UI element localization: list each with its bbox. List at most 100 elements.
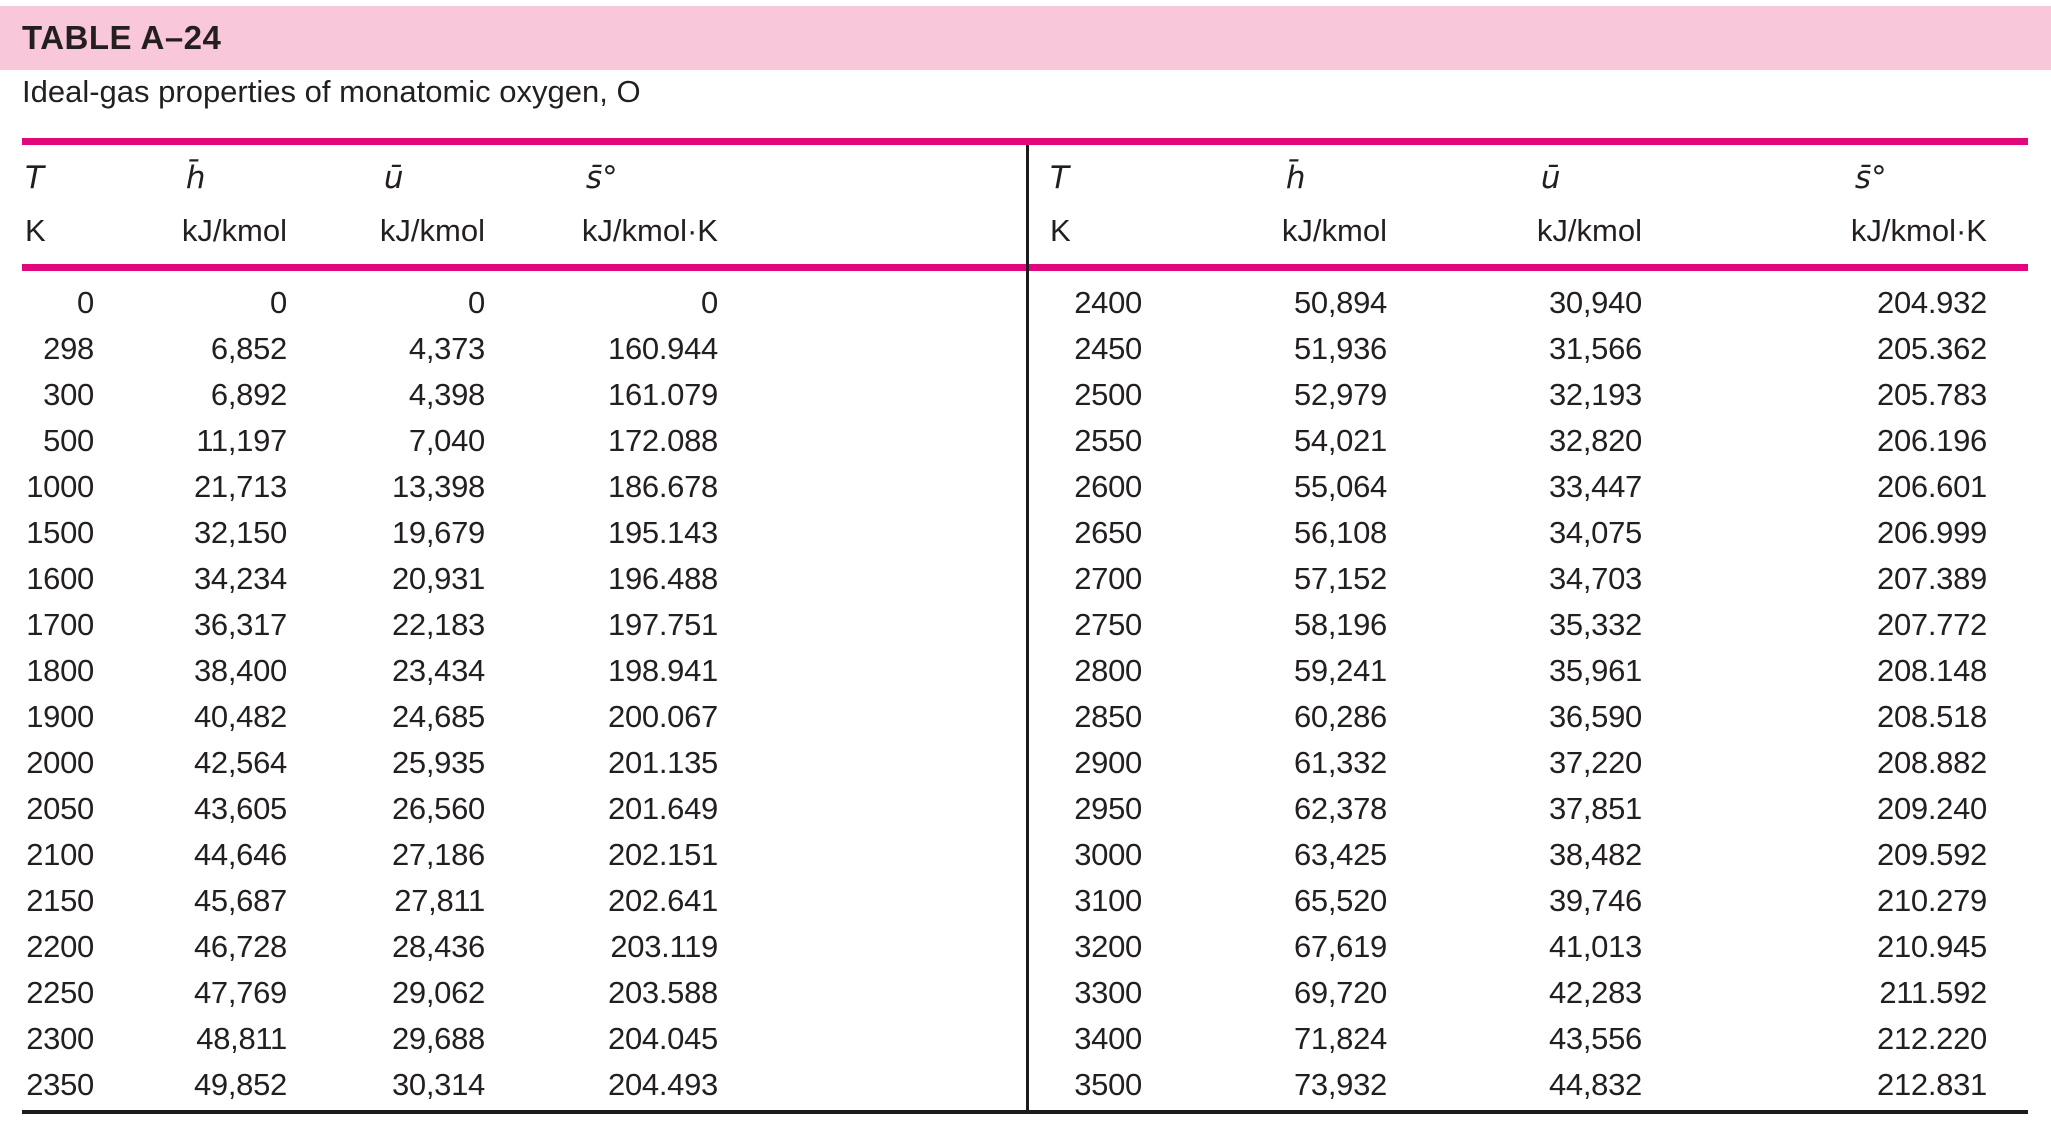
table-row: 2650 56,108 34,075 206.999 <box>1047 510 2028 556</box>
internal-energy-symbol: ū <box>1540 160 1561 196</box>
cell: 204.932 <box>1877 285 1987 320</box>
filler-cell <box>1987 556 2028 602</box>
table-row: 2300 48,811 29,688 204.045 <box>22 1016 1026 1062</box>
cell: 1500 <box>26 515 94 550</box>
cell: 2100 <box>26 837 94 872</box>
cell: 13,398 <box>391 469 485 504</box>
header-bottom-rule <box>22 264 2028 271</box>
filler-cell <box>718 556 1026 602</box>
column-header-temperature: T K <box>22 150 94 264</box>
cell: 172.088 <box>608 423 718 458</box>
cell: 21,713 <box>193 469 287 504</box>
cell: 33,447 <box>1548 469 1642 504</box>
table-row: 1000 21,713 13,398 186.678 <box>22 464 1026 510</box>
filler-cell <box>718 786 1026 832</box>
cell: 2900 <box>1074 745 1142 780</box>
column-header-internal-energy: ū kJ/kmol <box>287 150 485 264</box>
table-row: 2150 45,687 27,811 202.641 <box>22 878 1026 924</box>
cell: 2300 <box>26 1021 94 1056</box>
cell: 20,931 <box>391 561 485 596</box>
filler-cell <box>718 510 1026 556</box>
cell: 30,314 <box>391 1067 485 1102</box>
cell: 1700 <box>26 607 94 642</box>
cell: 212.220 <box>1877 1021 1987 1056</box>
filler-cell <box>1987 832 2028 878</box>
cell: 26,560 <box>391 791 485 826</box>
cell: 61,332 <box>1293 745 1387 780</box>
cell: 63,425 <box>1293 837 1387 872</box>
cell: 42,283 <box>1548 975 1642 1010</box>
filler-cell <box>718 602 1026 648</box>
cell: 43,556 <box>1548 1021 1642 1056</box>
filler-cell <box>1987 372 2028 418</box>
table-row: 3000 63,425 38,482 209.592 <box>1047 832 2028 878</box>
cell: 197.751 <box>608 607 718 642</box>
cell: 2000 <box>26 745 94 780</box>
filler-cell <box>718 464 1026 510</box>
cell: 23,434 <box>391 653 485 688</box>
cell: 201.649 <box>608 791 718 826</box>
cell: 38,400 <box>193 653 287 688</box>
cell: 2350 <box>26 1067 94 1102</box>
cell: 2550 <box>1074 423 1142 458</box>
cell: 1900 <box>26 699 94 734</box>
table-row: 0 0 0 0 <box>22 264 1026 326</box>
filler-cell <box>1987 786 2028 832</box>
cell: 46,728 <box>193 929 287 964</box>
cell: 67,619 <box>1293 929 1387 964</box>
cell: 50,894 <box>1293 285 1387 320</box>
table-row: 2500 52,979 32,193 205.783 <box>1047 372 2028 418</box>
cell: 52,979 <box>1293 377 1387 412</box>
cell: 34,234 <box>193 561 287 596</box>
cell: 206.196 <box>1877 423 1987 458</box>
table-row: 1600 34,234 20,931 196.488 <box>22 556 1026 602</box>
cell: 201.135 <box>608 745 718 780</box>
cell: 2150 <box>26 883 94 918</box>
cell: 2850 <box>1074 699 1142 734</box>
enthalpy-unit: kJ/kmol <box>181 213 287 248</box>
cell: 42,564 <box>193 745 287 780</box>
cell: 200.067 <box>608 699 718 734</box>
table-row: 2100 44,646 27,186 202.151 <box>22 832 1026 878</box>
table-row: 300 6,892 4,398 161.079 <box>22 372 1026 418</box>
filler-cell <box>1987 326 2028 372</box>
filler-cell <box>718 924 1026 970</box>
cell: 60,286 <box>1293 699 1387 734</box>
cell: 300 <box>43 377 94 412</box>
column-header-temperature: T K <box>1047 150 1142 264</box>
cell: 208.518 <box>1877 699 1987 734</box>
cell: 44,646 <box>193 837 287 872</box>
cell: 0 <box>270 285 287 320</box>
cell: 3300 <box>1074 975 1142 1010</box>
header-row: T K h̄ kJ/kmol ū kJ/kmol <box>22 150 1026 264</box>
cell: 202.641 <box>608 883 718 918</box>
cell: 49,852 <box>193 1067 287 1102</box>
cell: 1800 <box>26 653 94 688</box>
table-bottom-rule <box>22 1110 2028 1114</box>
cell: 500 <box>43 423 94 458</box>
table-row: 3100 65,520 39,746 210.279 <box>1047 878 2028 924</box>
cell: 0 <box>77 285 94 320</box>
internal-energy-unit: kJ/kmol <box>379 213 485 248</box>
header-top-rule <box>22 138 2028 145</box>
cell: 2250 <box>26 975 94 1010</box>
cell: 4,398 <box>408 377 485 412</box>
cell: 58,196 <box>1293 607 1387 642</box>
table-subtitle: Ideal-gas properties of monatomic oxygen… <box>22 74 641 109</box>
left-half-table: T K h̄ kJ/kmol ū kJ/kmol <box>22 150 1026 1108</box>
table-row: 500 11,197 7,040 172.088 <box>22 418 1026 464</box>
enthalpy-unit: kJ/kmol <box>1281 213 1387 248</box>
cell: 3400 <box>1074 1021 1142 1056</box>
cell: 204.493 <box>608 1067 718 1102</box>
cell: 45,687 <box>193 883 287 918</box>
temperature-unit: K <box>1050 213 1071 248</box>
table-row: 2600 55,064 33,447 206.601 <box>1047 464 2028 510</box>
filler-header-cell <box>718 150 1026 264</box>
cell: 35,332 <box>1548 607 1642 642</box>
filler-cell <box>718 1016 1026 1062</box>
cell: 27,811 <box>394 883 485 918</box>
cell: 210.279 <box>1877 883 1987 918</box>
cell: 161.079 <box>608 377 718 412</box>
table-row: 1800 38,400 23,434 198.941 <box>22 648 1026 694</box>
